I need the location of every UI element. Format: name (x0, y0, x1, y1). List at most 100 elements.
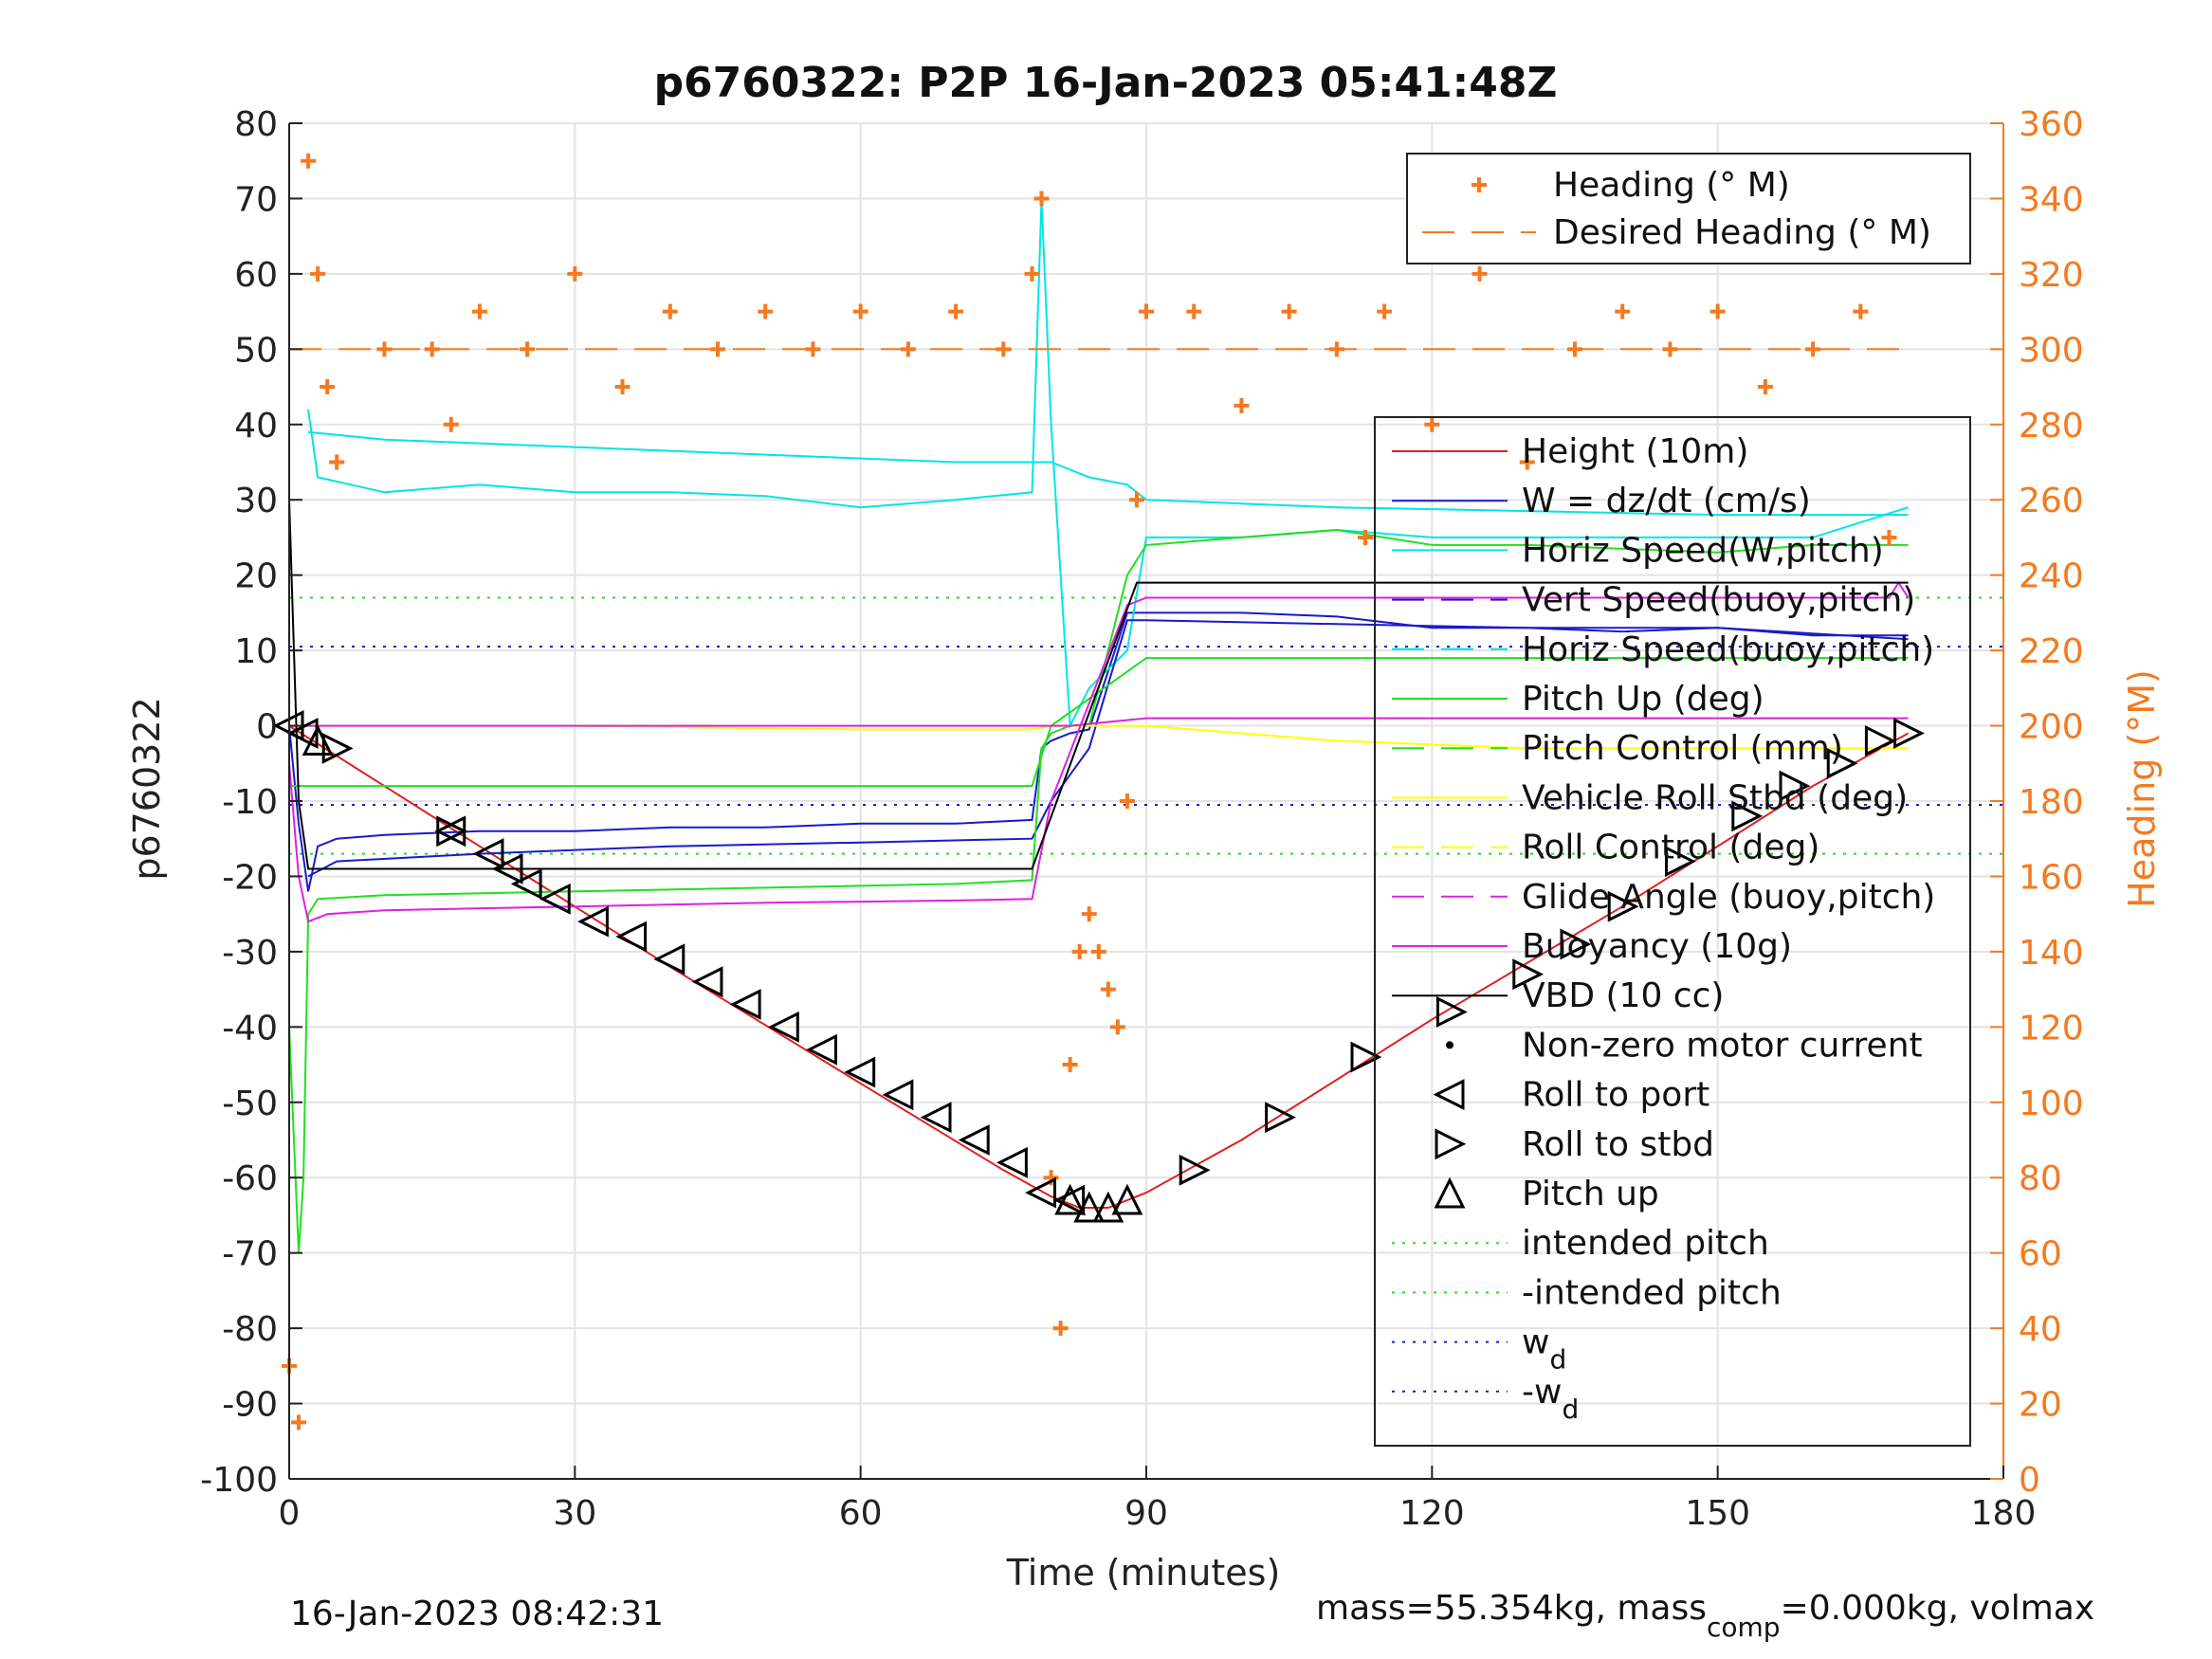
y2-tick-label: 240 (2019, 557, 2084, 596)
series-line-10 (288, 500, 1909, 870)
heading-point (1052, 1321, 1069, 1337)
y-tick-label: -10 (222, 783, 278, 822)
legend-main-label: Pitch Up (deg) (1522, 680, 1764, 719)
heading-point (1081, 906, 1097, 922)
y2-tick-label: 180 (2019, 783, 2084, 822)
legend-main-label: Pitch Control (mm) (1522, 729, 1843, 768)
heading-point (1234, 397, 1250, 413)
y2-tick-label: 120 (2019, 1009, 2084, 1048)
heading-point (1377, 303, 1393, 319)
heading-point (1071, 943, 1088, 959)
y-tick-label: 80 (234, 105, 278, 144)
heading-point (329, 454, 345, 470)
heading-point (310, 265, 326, 282)
roll-to-stbd-marker (1512, 958, 1545, 991)
y-tick-label: -30 (222, 934, 278, 973)
legend-main-label: Glide Angle (buoy,pitch) (1522, 878, 1935, 917)
timestamp: 16-Jan-2023 08:42:31 (290, 1595, 664, 1633)
y-tick-label: 50 (234, 331, 278, 370)
heading-point (1100, 981, 1116, 997)
heading-point (1358, 529, 1374, 545)
series-line-3 (307, 619, 1909, 878)
roll-to-stbd-marker (1864, 725, 1896, 757)
series-line-8 (289, 717, 1909, 727)
legend-main-label: Pitch up (1522, 1175, 1659, 1213)
x-tick-label: 30 (553, 1494, 596, 1533)
y-tick-label: -20 (222, 858, 278, 897)
heading-point (758, 303, 774, 319)
series-line-2 (307, 198, 1909, 730)
y2-tick-label: 200 (2019, 708, 2084, 747)
y2-tick-label: 340 (2019, 180, 2084, 219)
heading-point (1519, 454, 1535, 470)
roll-to-port-marker (577, 905, 609, 938)
heading-point (1139, 303, 1154, 319)
legend-main-label: Vehicle Roll Stbd (deg) (1522, 778, 1908, 817)
heading-point (1853, 303, 1869, 319)
x-tick-label: 180 (1971, 1494, 2037, 1533)
heading-point (291, 1414, 307, 1431)
legend-main-label: Horiz Speed(W,pitch) (1522, 531, 1884, 570)
heading-point (301, 153, 317, 169)
roll-to-port-marker (882, 1079, 914, 1111)
roll-to-port-marker (958, 1124, 990, 1156)
heading-point (1424, 416, 1440, 432)
heading-point (520, 341, 536, 357)
y-tick-label: -50 (222, 1085, 278, 1123)
heading-point (1128, 492, 1144, 508)
legend-swatch-tri-up (1434, 1176, 1466, 1209)
roll-to-port-marker (920, 1102, 952, 1134)
roll-to-stbd-marker (321, 732, 354, 764)
roll-to-port-marker (510, 867, 542, 900)
roll-to-stbd-marker (1826, 747, 1858, 779)
roll-to-port-marker (653, 943, 686, 975)
legend-heading-box (1406, 153, 1971, 264)
heading-point (1186, 303, 1202, 319)
chart-title: p6760322: P2P 16-Jan-2023 05:41:48Z (654, 59, 1558, 107)
heading-point (1615, 303, 1631, 319)
y2-tick-label: 0 (2019, 1461, 2040, 1500)
roll-to-stbd-marker (1731, 800, 1764, 832)
legend-main-label: Horiz Speed(buoy,pitch) (1522, 630, 1934, 669)
heading-point (948, 303, 964, 319)
heading-point (1709, 303, 1726, 319)
legend-main-label: -intended pitch (1522, 1273, 1782, 1312)
plot-area (272, 153, 2003, 1431)
y2-tick-label: 20 (2019, 1386, 2062, 1425)
x-tick-label: 120 (1399, 1494, 1465, 1533)
roll-to-port-marker (472, 838, 504, 870)
x-tick-label: 90 (1124, 1494, 1168, 1533)
legend-subscript: d (1549, 1344, 1566, 1376)
legend-swatch-dot (1446, 1041, 1453, 1049)
heading-point (1281, 303, 1297, 319)
roll-to-port-marker (806, 1033, 837, 1066)
heading-point (1109, 1019, 1125, 1035)
axes: 0 30 60 90 120 150 18080706050403020100-10-20-… (200, 105, 2083, 1533)
roll-to-port-marker (1025, 1176, 1057, 1209)
y2-tick-label: 320 (2019, 256, 2084, 295)
legend-main-label: VBD (10 cc) (1522, 976, 1724, 1015)
heading-point (1090, 943, 1106, 959)
legend-heading-label: Heading (° M) (1553, 166, 1790, 205)
pitch-up-marker (1073, 1191, 1106, 1223)
legend-main-label: intended pitch (1522, 1224, 1769, 1263)
legend-main-label: W = dz/dt (cm/s) (1522, 482, 1811, 520)
heading-point (320, 379, 336, 395)
pitch-up-marker (1054, 1183, 1087, 1215)
pitch-up-marker (1111, 1183, 1143, 1215)
roll-to-port-marker (615, 921, 648, 953)
roll-to-stbd-marker (1779, 770, 1811, 802)
y-tick-label: -60 (222, 1159, 278, 1198)
y2-tick-label: 100 (2019, 1085, 2084, 1123)
heading-point (443, 416, 459, 432)
y2-axis-label: Heading (°M) (2121, 669, 2163, 908)
legend-swatch-tri-left (1433, 1079, 1465, 1111)
heading-point (567, 265, 583, 282)
y2-tick-label: 360 (2019, 105, 2084, 144)
legend-main-label: Roll to stbd (1522, 1125, 1714, 1164)
x-tick-label: 60 (839, 1494, 883, 1533)
y-tick-label: 20 (234, 557, 278, 596)
heading-point (852, 303, 868, 319)
y-tick-label: 70 (234, 180, 278, 219)
